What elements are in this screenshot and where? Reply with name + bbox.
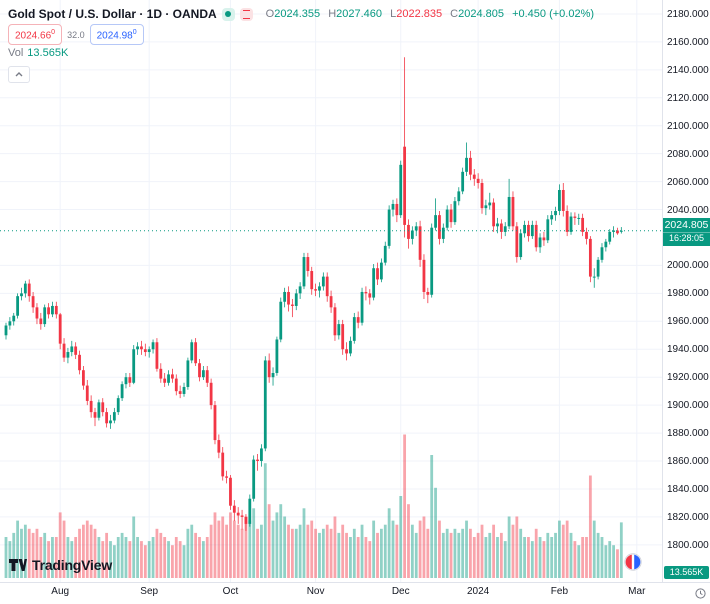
low-label: L	[390, 8, 397, 20]
time-axis-label: Sep	[140, 586, 159, 597]
high-value: 2027.460	[336, 8, 383, 20]
chevron-up-icon[interactable]	[8, 66, 30, 83]
time-axis-label: Oct	[222, 586, 239, 597]
time-axis-label: Mar	[628, 586, 646, 597]
price-axis-label: 1860.000	[667, 456, 709, 467]
price-axis-label: 1960.000	[667, 316, 709, 328]
close-label: C	[450, 8, 459, 20]
timezone-clock-icon[interactable]	[695, 586, 706, 604]
volume-label: Vol	[8, 47, 24, 59]
chart-legend: Gold Spot / U.S. Dollar · 1D · OANDA O20…	[8, 6, 594, 83]
time-axis-label: Feb	[550, 586, 569, 597]
time-axis-label: Dec	[391, 586, 410, 597]
candlestick-chart	[0, 0, 662, 582]
last-price-value: 2024.805	[664, 218, 709, 231]
bar-countdown: 16:28:05	[663, 231, 710, 244]
last-price-badge: 2024.805 16:28:05	[663, 217, 710, 246]
price-axis-label: 2120.000	[667, 92, 709, 104]
open-label: O	[265, 8, 275, 20]
ohlc-values: O2024.355 H2027.460 L2022.835 C2024.805 …	[261, 8, 594, 20]
price-axis[interactable]: 2180.000 2160.000 2140.000 2120.000 2100.000…	[662, 0, 710, 582]
sell-button[interactable]: 2024.660	[8, 24, 63, 45]
price-axis-label: 1940.000	[667, 344, 709, 356]
price-axis-label: 2080.000	[667, 148, 709, 160]
price-axis-label: 2160.000	[667, 36, 709, 48]
buy-button[interactable]: 2024.980	[89, 24, 144, 45]
price-axis-label: 1840.000	[667, 483, 709, 495]
green-dot-icon[interactable]	[221, 7, 235, 21]
list-glyph	[242, 9, 250, 19]
time-axis[interactable]: Aug Sep Oct Nov Dec 2024 Feb Mar	[0, 582, 710, 600]
price-axis-label: 2060.000	[667, 176, 709, 188]
price-axis-label: 1800.000	[667, 539, 709, 551]
symbol-title[interactable]: Gold Spot / U.S. Dollar · 1D · OANDA	[8, 7, 217, 21]
chart-plot-area[interactable]: Gold Spot / U.S. Dollar · 1D · OANDA O20…	[0, 0, 662, 582]
spread-value: 32.0	[67, 29, 85, 40]
volume-badge: 13.565K	[664, 566, 709, 579]
time-axis-label: 2024	[467, 586, 490, 597]
candle-series	[4, 57, 623, 531]
tradingview-logo[interactable]: TradingView	[8, 555, 112, 574]
open-value: 2024.355	[274, 8, 321, 20]
time-axis-label: Aug	[51, 586, 70, 597]
price-axis-label: 2140.000	[667, 64, 709, 76]
tradingview-mark-icon	[9, 559, 27, 571]
price-axis-label: 2000.000	[667, 260, 709, 272]
price-axis-label: 1920.000	[667, 372, 709, 384]
price-axis-label: 1980.000	[667, 288, 709, 300]
tradingview-wordmark: TradingView	[32, 556, 113, 573]
red-list-icon[interactable]	[239, 7, 253, 21]
time-axis-label: Nov	[306, 586, 325, 597]
volume-value: 13.565K	[27, 47, 69, 59]
high-label: H	[328, 8, 337, 20]
dot-glyph	[225, 11, 232, 17]
grid-lines	[0, 0, 662, 582]
price-axis-label: 1900.000	[667, 400, 709, 412]
change-value: +0.450 (+0.02%)	[512, 8, 595, 20]
volume-series	[4, 434, 623, 578]
price-axis-label: 1820.000	[667, 511, 709, 523]
price-axis-label: 2100.000	[667, 120, 709, 132]
close-value: 2024.805	[458, 8, 505, 20]
price-axis-label: 2180.000	[667, 8, 709, 20]
broker-logo-icon[interactable]	[624, 553, 642, 576]
price-axis-label: 1880.000	[667, 428, 709, 440]
low-value: 2022.835	[396, 8, 443, 20]
price-axis-label: 2040.000	[667, 204, 709, 216]
